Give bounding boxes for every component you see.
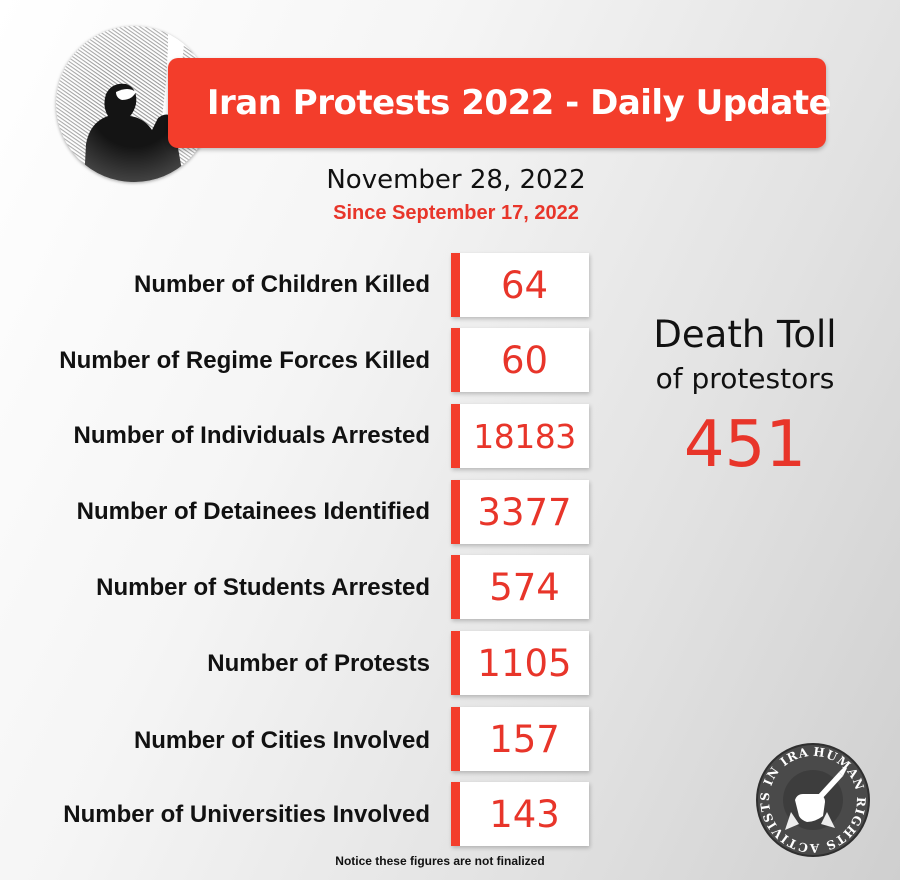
- title-banner: Iran Protests 2022 - Daily Update: [168, 58, 832, 148]
- stat-box-universities-involved: 143: [451, 782, 589, 846]
- stat-value-regime-forces-killed: 60: [500, 338, 549, 382]
- death-toll-subtitle: of protestors: [655, 362, 835, 395]
- death-toll-title: Death Toll: [653, 313, 837, 356]
- stat-label-universities-involved: Number of Universities Involved: [63, 801, 430, 828]
- hrai-badge-logo: HUMAN RIGHTS ACTIVISTS IN IRAN: [749, 731, 871, 858]
- stat-label-cities-involved: Number of Cities Involved: [133, 727, 430, 754]
- stat-value-children-killed: 64: [500, 263, 549, 307]
- stat-box-children-killed: 64: [451, 253, 589, 317]
- stat-box-protests: 1105: [451, 631, 589, 695]
- stat-box-cities-involved: 157: [451, 707, 589, 771]
- stat-value-universities-involved: 143: [489, 792, 560, 836]
- stat-label-detainees-identified: Number of Detainees Identified: [76, 498, 430, 525]
- death-toll-value: 451: [683, 408, 807, 482]
- stat-value-detainees-identified: 3377: [477, 490, 572, 534]
- report-date: November 28, 2022: [326, 165, 586, 195]
- stat-value-students-arrested: 574: [489, 565, 560, 609]
- notice-text: Notice these figures are not finalized: [335, 854, 545, 868]
- stat-value-individuals-arrested: 18183: [473, 416, 576, 456]
- stat-value-cities-involved: 157: [489, 717, 560, 761]
- stat-label-students-arrested: Number of Students Arrested: [96, 574, 430, 601]
- stat-box-students-arrested: 574: [451, 555, 589, 619]
- stat-box-individuals-arrested: 18183: [451, 404, 589, 468]
- stat-box-regime-forces-killed: 60: [451, 328, 589, 392]
- since-date: Since September 17, 2022: [333, 202, 579, 224]
- stat-label-protests: Number of Protests: [207, 650, 430, 677]
- stat-label-regime-forces-killed: Number of Regime Forces Killed: [59, 347, 430, 374]
- stat-label-children-killed: Number of Children Killed: [133, 271, 430, 298]
- stat-label-individuals-arrested: Number of Individuals Arrested: [73, 422, 430, 449]
- stat-box-detainees-identified: 3377: [451, 480, 589, 544]
- page-title: Iran Protests 2022 - Daily Update: [206, 83, 832, 123]
- raised-fist-pen-icon: HUMAN RIGHTS ACTIVISTS IN IRAN: [749, 731, 870, 857]
- stat-value-protests: 1105: [477, 641, 572, 685]
